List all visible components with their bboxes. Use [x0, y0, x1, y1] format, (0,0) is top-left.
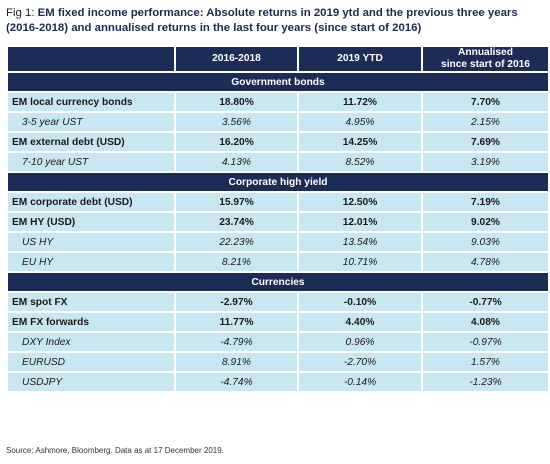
section-title: Government bonds — [8, 73, 548, 91]
value-cell: 7.70% — [423, 93, 548, 111]
header-blank-cell — [8, 47, 174, 71]
header-row: 2016-2018 2019 YTD Annualised since start… — [8, 47, 548, 71]
value-cell: -4.74% — [176, 373, 297, 391]
value-cell: -2.97% — [176, 293, 297, 311]
section-header-row: Corporate high yield — [8, 173, 548, 191]
table-row: USDJPY -4.74% -0.14% -1.23% — [8, 373, 548, 391]
value-cell: -1.23% — [423, 373, 548, 391]
value-cell: 12.01% — [299, 213, 421, 231]
column-header: Annualised since start of 2016 — [423, 47, 548, 71]
value-cell: 22.23% — [176, 233, 297, 251]
table-row: 7-10 year UST 4.13% 8.52% 3.19% — [8, 153, 548, 171]
value-cell: 15.97% — [176, 193, 297, 211]
value-cell: 0.96% — [299, 333, 421, 351]
value-cell: 9.03% — [423, 233, 548, 251]
table-row: EM local currency bonds 18.80% 11.72% 7.70% — [8, 93, 548, 111]
value-cell: -4.79% — [176, 333, 297, 351]
value-cell: 14.25% — [299, 133, 421, 151]
table-row: EM HY (USD) 23.74% 12.01% 9.02% — [8, 213, 548, 231]
table-row: US HY 22.23% 13.54% 9.03% — [8, 233, 548, 251]
row-label: EURUSD — [8, 353, 174, 371]
value-cell: 4.95% — [299, 113, 421, 131]
value-cell: 16.20% — [176, 133, 297, 151]
table-row: EM corporate debt (USD) 15.97% 12.50% 7.19% — [8, 193, 548, 211]
table-row: EM spot FX -2.97% -0.10% -0.77% — [8, 293, 548, 311]
value-cell: 8.52% — [299, 153, 421, 171]
value-cell: 9.02% — [423, 213, 548, 231]
value-cell: 3.56% — [176, 113, 297, 131]
row-label: EM external debt (USD) — [8, 133, 174, 151]
value-cell: -0.77% — [423, 293, 548, 311]
value-cell: 8.21% — [176, 253, 297, 271]
figure-title-text: EM fixed income performance: Absolute re… — [6, 7, 518, 34]
value-cell: 1.57% — [423, 353, 548, 371]
row-label: EM spot FX — [8, 293, 174, 311]
value-cell: 7.19% — [423, 193, 548, 211]
value-cell: 11.72% — [299, 93, 421, 111]
column-header: 2016-2018 — [176, 47, 297, 71]
source-note: Source: Ashmore, Bloomberg. Data as at 1… — [6, 446, 224, 455]
row-label: EM local currency bonds — [8, 93, 174, 111]
value-cell: 4.13% — [176, 153, 297, 171]
table-body: Government bonds EM local currency bonds 1… — [8, 73, 548, 391]
value-cell: 4.08% — [423, 313, 548, 331]
value-cell: 8.91% — [176, 353, 297, 371]
table-row: 3-5 year UST 3.56% 4.95% 2.15% — [8, 113, 548, 131]
row-label: EM corporate debt (USD) — [8, 193, 174, 211]
row-label: 7-10 year UST — [8, 153, 174, 171]
row-label: EM HY (USD) — [8, 213, 174, 231]
value-cell: -2.70% — [299, 353, 421, 371]
value-cell: 10.71% — [299, 253, 421, 271]
row-label: US HY — [8, 233, 174, 251]
row-label: EM FX forwards — [8, 313, 174, 331]
table-row: EURUSD 8.91% -2.70% 1.57% — [8, 353, 548, 371]
value-cell: 13.54% — [299, 233, 421, 251]
value-cell: -0.97% — [423, 333, 548, 351]
value-cell: 3.19% — [423, 153, 548, 171]
value-cell: -0.14% — [299, 373, 421, 391]
row-label: 3-5 year UST — [8, 113, 174, 131]
value-cell: 4.78% — [423, 253, 548, 271]
section-title: Currencies — [8, 273, 548, 291]
value-cell: -0.10% — [299, 293, 421, 311]
figure-title: Fig 1: EM fixed income performance: Abso… — [6, 6, 546, 35]
section-header-row: Currencies — [8, 273, 548, 291]
value-cell: 12.50% — [299, 193, 421, 211]
row-label: EU HY — [8, 253, 174, 271]
column-header: 2019 YTD — [299, 47, 421, 71]
row-label: USDJPY — [8, 373, 174, 391]
performance-table: 2016-2018 2019 YTD Annualised since start… — [6, 45, 550, 393]
value-cell: 2.15% — [423, 113, 548, 131]
table-row: EU HY 8.21% 10.71% 4.78% — [8, 253, 548, 271]
section-header-row: Government bonds — [8, 73, 548, 91]
value-cell: 23.74% — [176, 213, 297, 231]
table-row: EM FX forwards 11.77% 4.40% 4.08% — [8, 313, 548, 331]
row-label: DXY Index — [8, 333, 174, 351]
section-title: Corporate high yield — [8, 173, 548, 191]
table-row: DXY Index -4.79% 0.96% -0.97% — [8, 333, 548, 351]
table-row: EM external debt (USD) 16.20% 14.25% 7.69% — [8, 133, 548, 151]
figure-label: Fig 1: — [6, 7, 38, 19]
value-cell: 18.80% — [176, 93, 297, 111]
value-cell: 11.77% — [176, 313, 297, 331]
value-cell: 4.40% — [299, 313, 421, 331]
value-cell: 7.69% — [423, 133, 548, 151]
